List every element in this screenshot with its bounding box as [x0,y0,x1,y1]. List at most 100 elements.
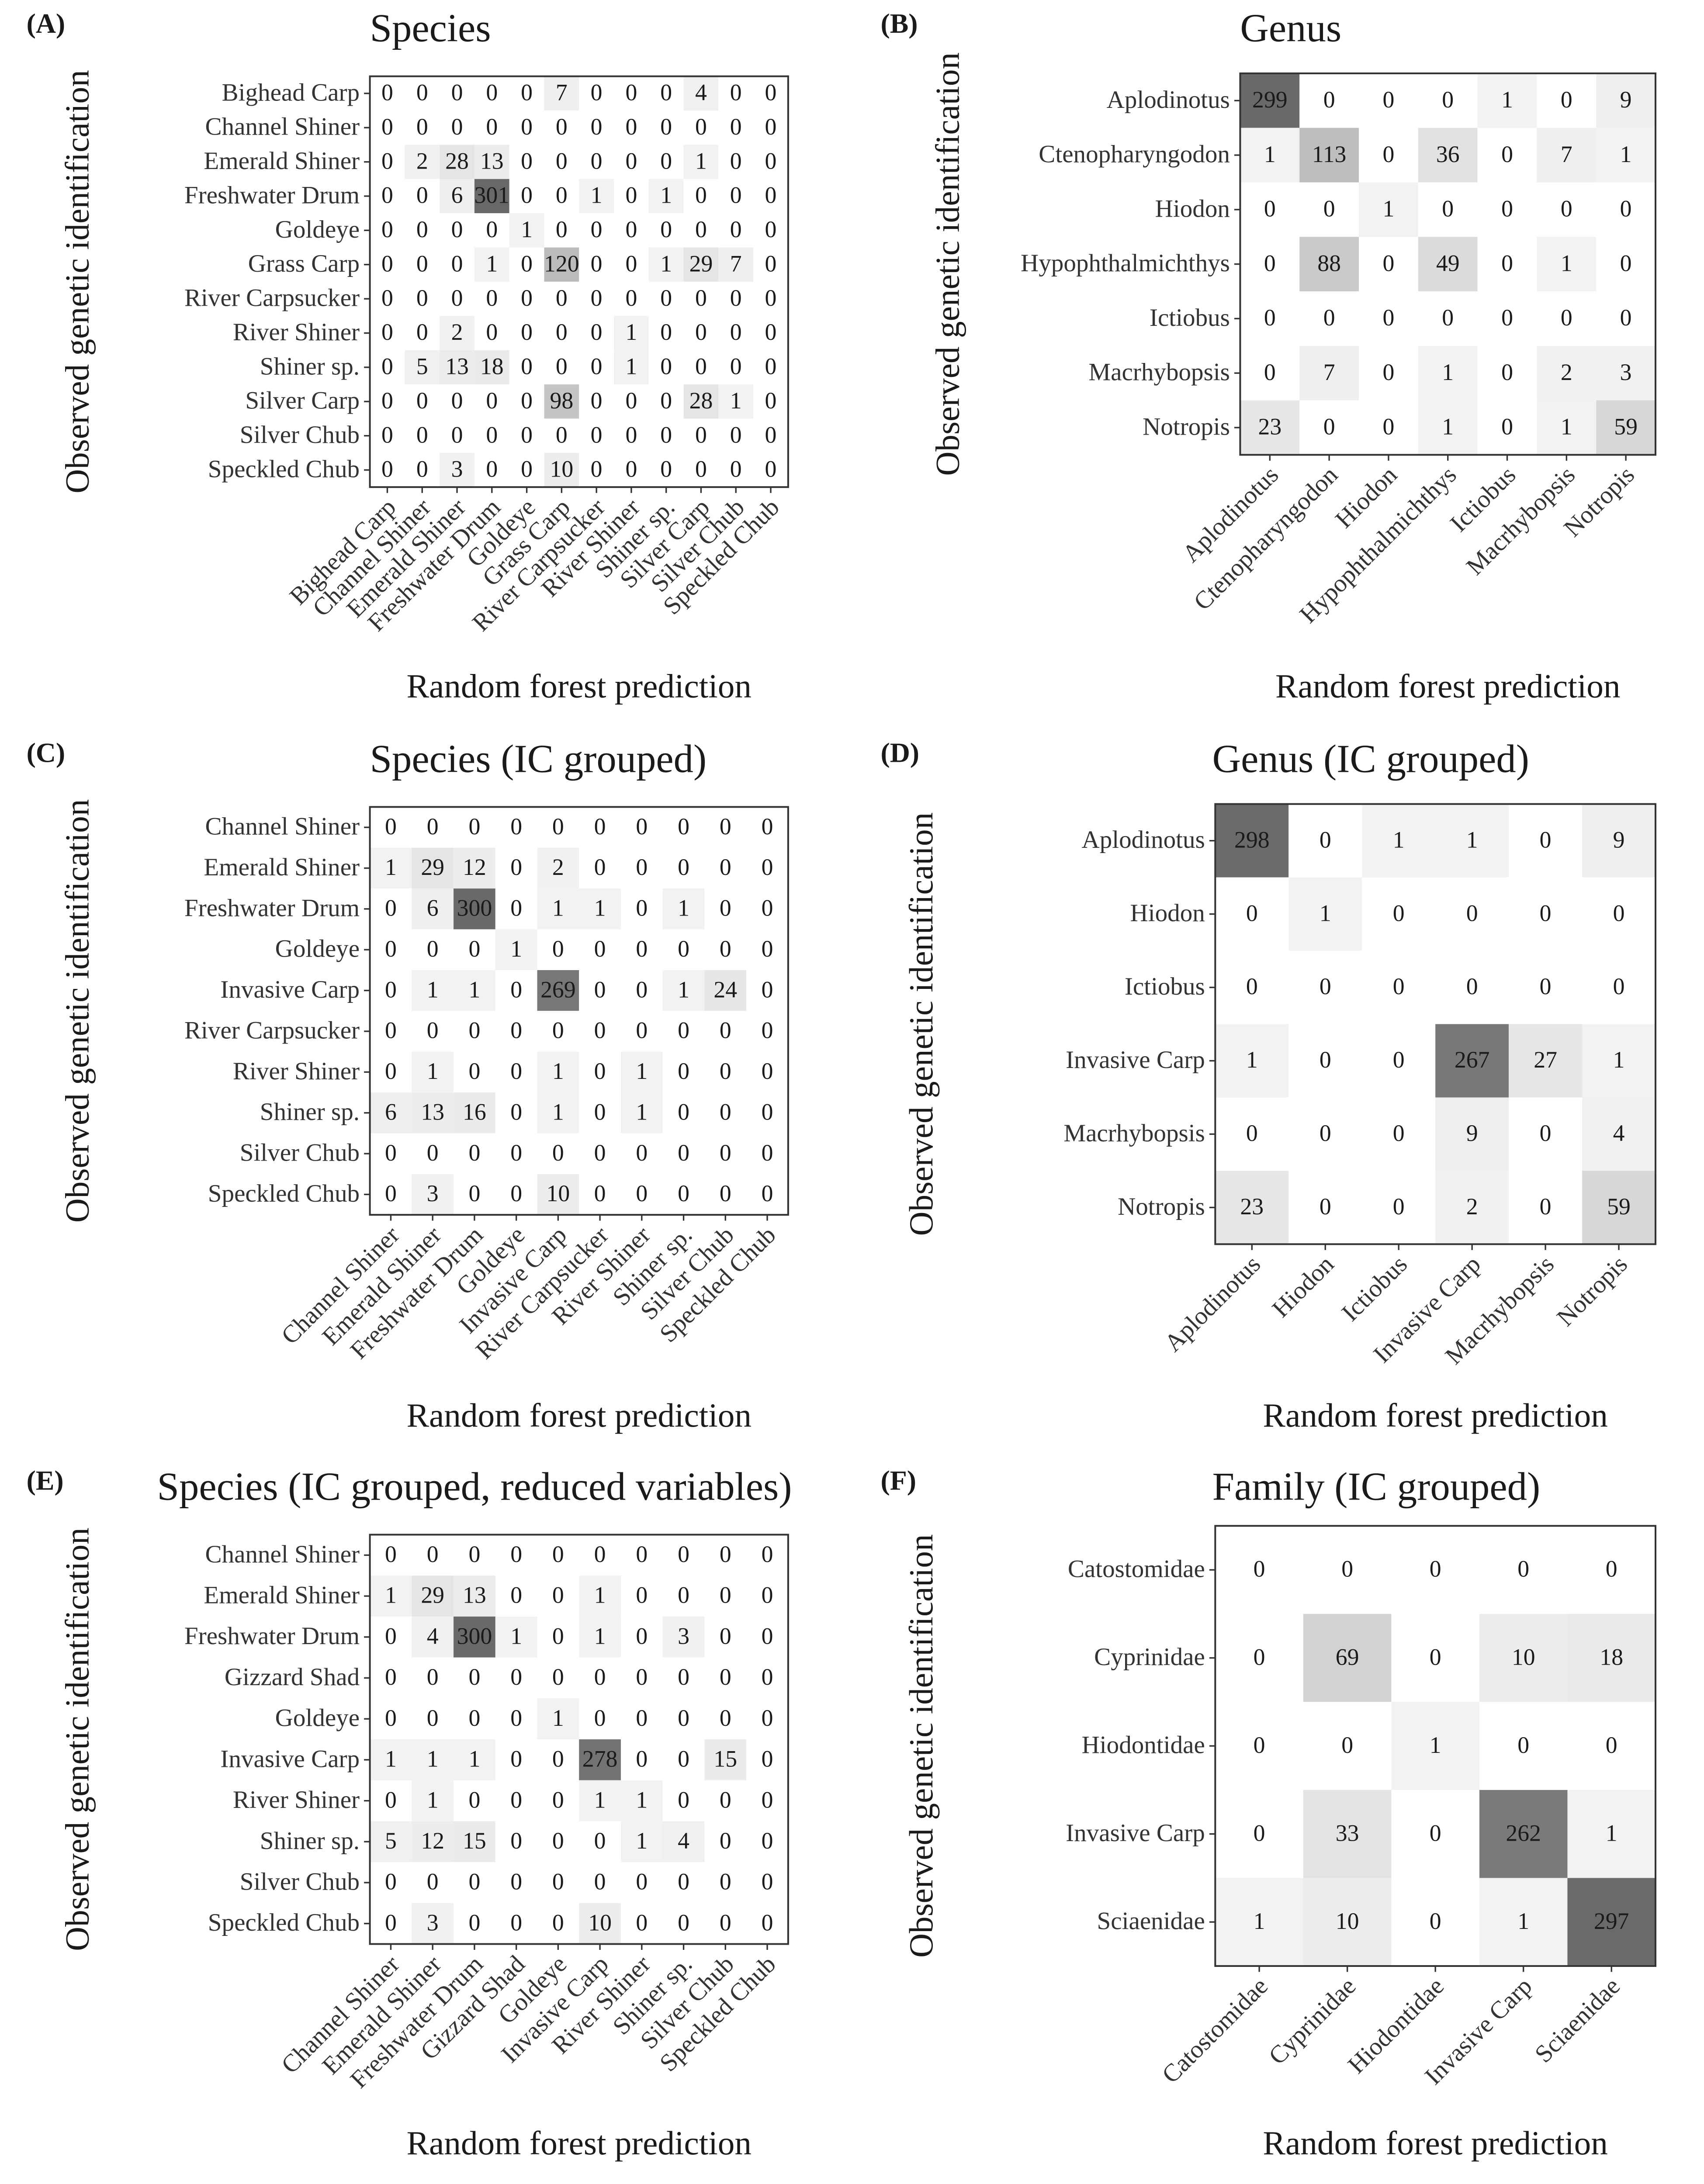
heatmap-cell [1362,1024,1436,1098]
cell-label: 0 [1540,973,1552,999]
heatmap-cell [440,179,474,214]
cell-label: 0 [762,1140,773,1166]
heatmap-cell [704,1616,747,1658]
cell-label: 0 [552,1140,564,1166]
cell-label: 0 [678,1058,689,1084]
heatmap-cell [1240,237,1300,291]
cell-label: 0 [552,1909,564,1935]
heatmap-cell [1479,1790,1568,1878]
cell-label: 0 [1264,196,1276,222]
cell-label: 0 [556,285,568,311]
heatmap-cell [370,1821,412,1863]
cell-label: 24 [713,976,737,1002]
cell-label: 6 [451,182,463,208]
heatmap-cell [614,384,649,419]
cell-label: 2 [451,319,463,345]
cell-label: 0 [594,976,606,1002]
heatmap-cell [746,1051,788,1093]
cell-label: 0 [762,1541,773,1567]
x-axis-label: Random forest prediction [406,667,751,705]
heatmap-cell [454,1534,495,1576]
heatmap-cell [544,76,579,111]
heatmap-cell [537,1698,579,1740]
cell-label: 0 [1501,196,1513,222]
cell-label: 13 [480,148,504,174]
heatmap-cell [579,1780,621,1821]
cell-label: 4 [678,1828,689,1854]
heatmap-cell [1509,1171,1583,1244]
cell-label: 0 [765,422,777,448]
cell-label: 0 [381,250,393,276]
heatmap-cell [370,453,405,487]
heatmap-cell [620,1862,663,1903]
cell-label: 2 [1466,1193,1478,1220]
y-axis-label: Observed genetic identification [902,1534,940,1958]
heatmap-cell [474,453,509,487]
cell-label: 0 [1254,1556,1265,1582]
cell-label: 0 [385,1541,397,1567]
cell-label: 0 [1323,414,1335,440]
y-tick-label: River Carpsucker [184,284,360,312]
y-tick-label: Grass Carp [248,250,360,277]
chart-title: Genus (IC grouped) [1212,736,1529,781]
cell-label: 0 [1320,973,1331,999]
cell-label: 0 [1393,1120,1405,1146]
y-tick-label: Shiner sp. [260,1827,360,1855]
heatmap-cell [753,384,788,419]
heatmap-cell [1215,1097,1289,1171]
heatmap-cell [683,76,719,111]
heatmap-cell [704,888,747,930]
heatmap-cell [753,350,788,385]
cell-label: 0 [1246,1120,1258,1146]
heatmap-cell [509,418,544,453]
heatmap-cell [405,453,440,487]
heatmap-cell [614,418,649,453]
cell-label: 0 [510,1017,522,1044]
cell-label: 300 [457,1623,492,1649]
cell-label: 0 [591,353,603,380]
cell-label: 0 [695,285,707,311]
cell-label: 1 [1254,1908,1265,1934]
heatmap-cell [662,1133,705,1174]
y-tick-label: Aplodinotus [1107,86,1230,114]
heatmap-cell [614,247,649,282]
cell-label: 0 [521,319,533,345]
heatmap-cell [579,384,614,419]
heatmap-cell [718,145,754,179]
heatmap-cell [440,76,474,111]
heatmap-cell [1299,237,1359,291]
cell-label: 0 [468,1909,480,1935]
cell-label: 0 [660,148,672,174]
heatmap-cell [544,111,579,145]
cell-label: 7 [730,250,742,276]
cell-label: 0 [594,936,606,962]
heatmap-cell [440,384,474,419]
cell-label: 0 [636,976,648,1002]
cell-label: 0 [521,114,533,140]
cell-label: 0 [1540,900,1552,926]
y-tick-label: River Carpsucker [184,1016,360,1044]
cell-label: 0 [1466,900,1478,926]
cell-label: 16 [463,1099,486,1125]
heatmap-cell [412,1780,454,1821]
heatmap-cell [370,145,405,179]
heatmap-cell [662,1862,705,1903]
heatmap-cell [1537,73,1597,128]
cell-label: 0 [636,1582,648,1608]
cell-label: 1 [660,250,672,276]
heatmap-cell [495,1051,537,1093]
cell-label: 0 [1382,250,1394,276]
heatmap-cell [370,316,405,350]
cell-label: 0 [468,1664,480,1690]
heatmap-cell [1567,1878,1656,1966]
heatmap-cell [412,1133,454,1174]
cell-label: 0 [1382,86,1394,113]
heatmap-cell [662,1698,705,1740]
panel-label: (C) [27,737,66,768]
heatmap-cell [544,281,579,316]
heatmap-cell [753,316,788,350]
cell-label: 1 [1613,1047,1625,1073]
heatmap-cell [440,111,474,145]
heatmap-cell [1582,1171,1656,1244]
cell-label: 0 [416,285,428,311]
